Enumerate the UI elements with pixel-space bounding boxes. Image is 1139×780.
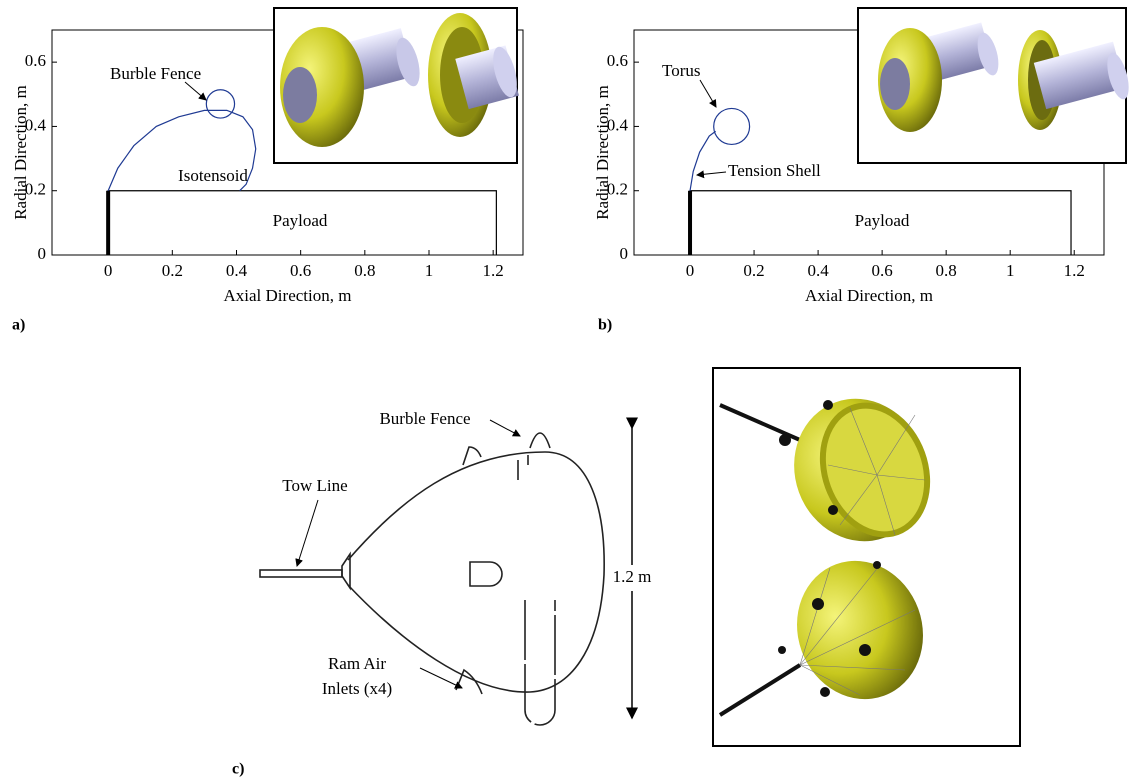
figure: 0 0.2 0.4 0.6 0.8 1 1.2 0 0.2 0.4 0.6 Axial Directi… (0, 0, 1139, 780)
annotation: Payload (273, 211, 328, 230)
x-tick-label: 0.6 (290, 261, 311, 280)
x-tick-label: 0.2 (743, 261, 764, 280)
shape-circle (206, 90, 234, 118)
annotation: Tension Shell (728, 161, 821, 180)
y-tick-label: 0 (38, 244, 47, 263)
annotation: Burble Fence (110, 64, 201, 83)
x-tick-label: 0 (104, 261, 113, 280)
x-tick-label: 0.2 (162, 261, 183, 280)
label: Burble Fence (379, 409, 470, 428)
y-tick-label: 0.6 (25, 51, 46, 70)
annotation-arrow (697, 172, 726, 175)
x-tick-label: 0.4 (226, 261, 248, 280)
label: Tow Line (282, 476, 347, 495)
panel-label: a) (12, 317, 25, 334)
label: Inlets (x4) (322, 679, 392, 698)
series-line (690, 131, 716, 190)
label: Ram Air (328, 654, 386, 673)
x-tick-label: 1 (1006, 261, 1015, 280)
x-axis-label: Axial Direction, m (805, 286, 933, 305)
label: 1.2 m (613, 567, 652, 586)
x-tick-label: 0.8 (354, 261, 375, 280)
x-tick-label: 0.6 (872, 261, 893, 280)
panel-label: c) (232, 761, 244, 778)
x-tick-label: 1 (425, 261, 434, 280)
x-tick-label: 1.2 (483, 261, 504, 280)
inset-a (274, 8, 521, 163)
x-tick-label: 0.8 (936, 261, 957, 280)
arrow (297, 500, 318, 566)
x-tick-label: 0.4 (807, 261, 829, 280)
x-tick-label: 1.2 (1064, 261, 1085, 280)
y-tick-label: 0 (620, 244, 629, 263)
arrow (490, 420, 520, 436)
y-axis-label: Radial Direction, m (593, 85, 612, 220)
shape-circle (714, 108, 750, 144)
annotation-arrow (700, 80, 716, 107)
x-tick-label: 0 (686, 261, 695, 280)
y-axis-label: Radial Direction, m (11, 85, 30, 220)
annotation: Torus (662, 61, 700, 80)
x-axis-label: Axial Direction, m (224, 286, 352, 305)
inset-b (858, 8, 1133, 163)
inset-c (713, 368, 1020, 746)
annotation: Payload (855, 211, 910, 230)
y-tick-label: 0.6 (607, 51, 628, 70)
annotation-arrow (185, 82, 206, 100)
annotation: Isotensoid (178, 166, 248, 185)
panel-label: b) (598, 317, 612, 334)
